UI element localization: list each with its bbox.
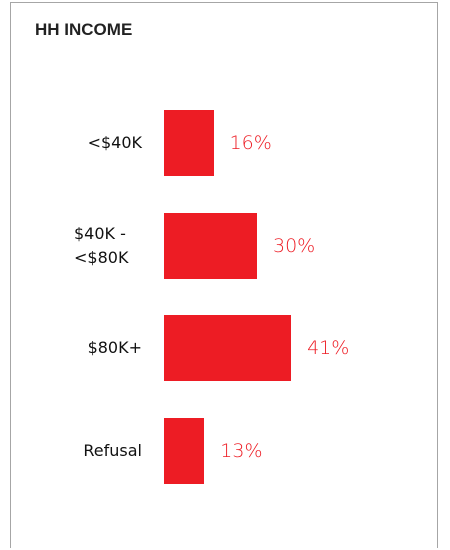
category-label: $80K+ bbox=[87, 338, 142, 357]
category-label-box: $40K - <$80K bbox=[74, 213, 142, 279]
bar bbox=[164, 315, 292, 381]
category-label-box: $80K+ bbox=[88, 315, 142, 381]
category-label-box: Refusal bbox=[83, 418, 142, 484]
value-label: 30% bbox=[273, 234, 316, 257]
bar bbox=[164, 212, 257, 279]
bar bbox=[164, 110, 214, 176]
value-label: 41% bbox=[307, 337, 350, 359]
value-label: 13% bbox=[220, 439, 263, 462]
category-label-box: <$40K bbox=[88, 110, 142, 176]
bar bbox=[164, 417, 205, 484]
category-label: Refusal bbox=[83, 440, 142, 460]
chart-frame bbox=[10, 2, 438, 548]
value-label: 16% bbox=[229, 132, 272, 154]
category-label: $40K - <$80K bbox=[74, 223, 129, 267]
chart-title: HH INCOME bbox=[35, 20, 133, 39]
category-label: <$40K bbox=[87, 133, 142, 152]
